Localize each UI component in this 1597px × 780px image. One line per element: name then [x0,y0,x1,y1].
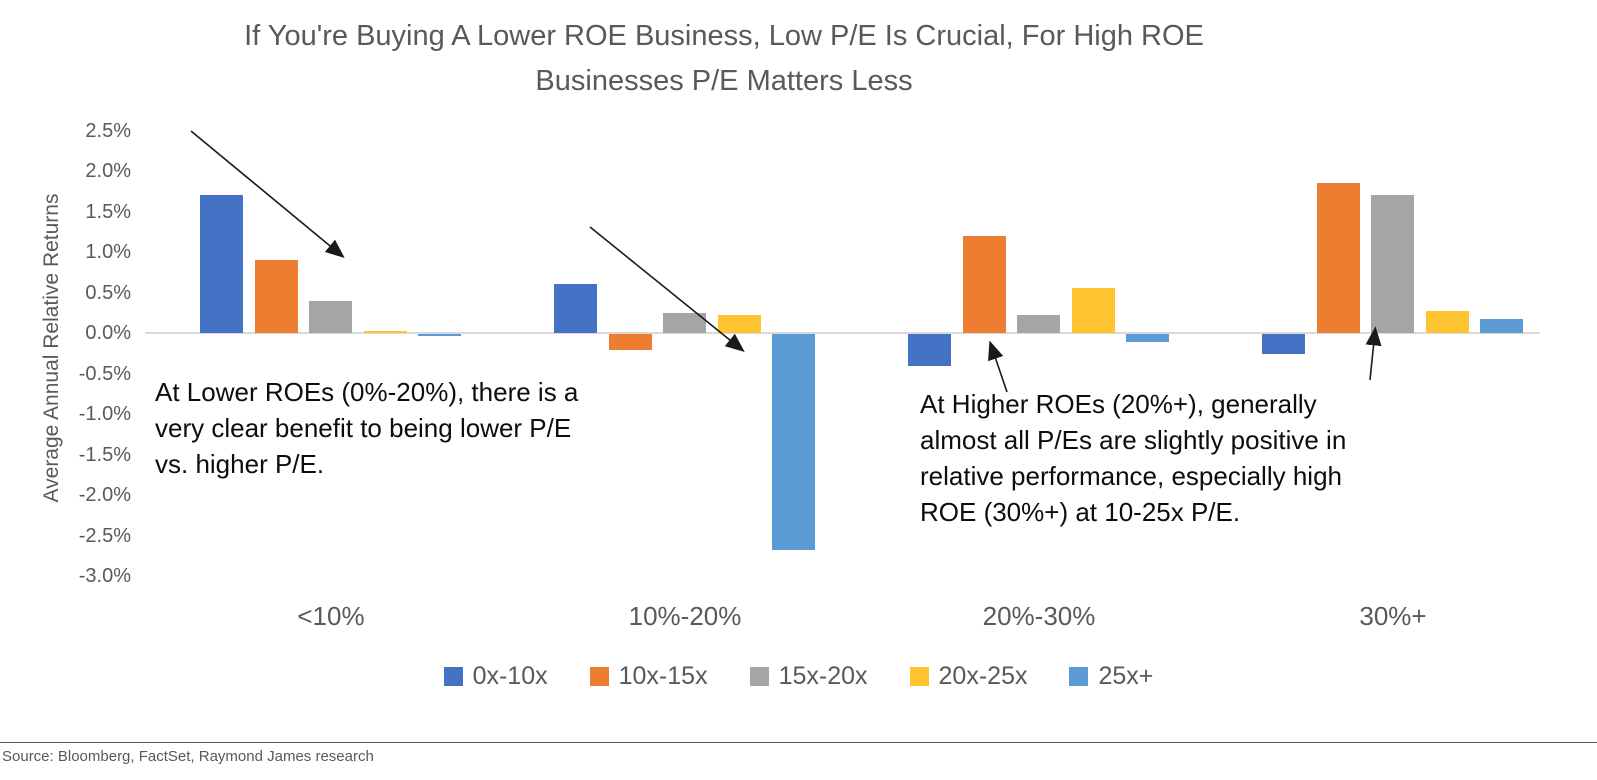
zero-axis-line [145,332,1540,334]
legend-item-0x-10x: 0x-10x [443,662,548,691]
bar-25x+-30%+ [1480,319,1524,333]
y-tick-2.0%: 2.0% [85,160,131,182]
annotation-arrow-higher-roe-2 [1365,326,1382,381]
bar-20x-25x-30%+ [1425,311,1469,333]
legend-swatch-20x-25x [909,667,929,686]
bar-0x-10x-30%+ [1262,334,1305,355]
source-text: Source: Bloomberg, FactSet, Raymond Jame… [2,748,374,765]
x-label-<10%: <10% [297,601,365,631]
y-tick-2.5%: 2.5% [85,119,131,142]
legend-item-15x-20x: 15x-20x [749,662,868,691]
x-label-20%-30%: 20%-30% [982,601,1096,631]
annotation-lower-roe: At Lower ROEs (0%-20%), there is a very … [155,377,579,479]
y-tick--2.0%: -2.0% [78,484,131,506]
chart-title-line1: If You're Buying A Lower ROE Business, L… [244,20,1204,52]
bar-10x-15x-30%+ [1316,183,1360,333]
bar-15x-20x-30%+ [1371,195,1415,333]
legend-label-15x-20x: 15x-20x [778,662,868,690]
legend-swatch-10x-15x [589,667,609,686]
x-label-10%-20%: 10%-20% [628,601,742,631]
bar-0x-10x-20%-30% [908,334,951,367]
bar-10x-15x-10%-20% [608,334,652,351]
bar-20x-25x-<10% [363,330,407,333]
legend-label-10x-15x: 10x-15x [618,662,708,690]
bar-25x+-20%-30% [1126,334,1170,343]
bar-20x-25x-10%-20% [717,315,761,333]
legend-swatch-15x-20x [749,667,769,686]
bar-0x-10x-10%-20% [554,284,597,333]
annotation-arrow-higher-roe-1 [988,340,1008,393]
y-tick-0.0%: 0.0% [85,322,131,344]
y-tick--2.5%: -2.5% [78,524,131,547]
y-tick-1.0%: 1.0% [85,241,131,263]
x-label-30%+: 30%+ [1359,601,1427,631]
legend-label-25x+: 25x+ [1098,662,1154,690]
y-tick--3.0%: -3.0% [78,565,131,587]
legend-swatch-25x+ [1069,667,1089,686]
bar-15x-20x-20%-30% [1017,315,1061,333]
annotation-arrow-lower-roe-2 [589,226,745,353]
source-divider [0,742,1597,743]
y-tick--0.5%: -0.5% [78,362,131,385]
bar-20x-25x-20%-30% [1071,288,1115,333]
bar-10x-15x-<10% [254,260,298,333]
bar-15x-20x-<10% [309,300,353,333]
legend-label-20x-25x: 20x-25x [938,662,1028,690]
annotation-arrow-lower-roe-1 [190,130,345,259]
legend-item-25x+: 25x+ [1069,662,1153,691]
legend-item-20x-25x: 20x-25x [909,662,1028,691]
chart-title: If You're Buying A Lower ROE Business, L… [74,14,1374,104]
bar-25x+-<10% [418,334,462,336]
chart-title-line2: Businesses P/E Matters Less [535,65,913,97]
bar-10x-15x-20%-30% [962,235,1006,333]
legend: 0x-10x 10x-15x 15x-20x 20x-25x 25x+ [0,662,1597,691]
annotation-higher-roe: At Higher ROEs (20%+), generally almost … [920,389,1347,527]
y-tick--1.5%: -1.5% [78,443,131,466]
bar-25x+-10%-20% [772,334,816,551]
legend-item-10x-15x: 10x-15x [589,662,708,691]
legend-swatch-0x-10x [443,667,463,686]
bar-0x-10x-<10% [200,195,243,333]
y-tick-1.5%: 1.5% [85,200,131,223]
bar-15x-20x-10%-20% [663,312,707,333]
y-tick-0.5%: 0.5% [85,281,131,304]
y-tick--1.0%: -1.0% [78,403,131,425]
legend-label-0x-10x: 0x-10x [472,662,548,690]
